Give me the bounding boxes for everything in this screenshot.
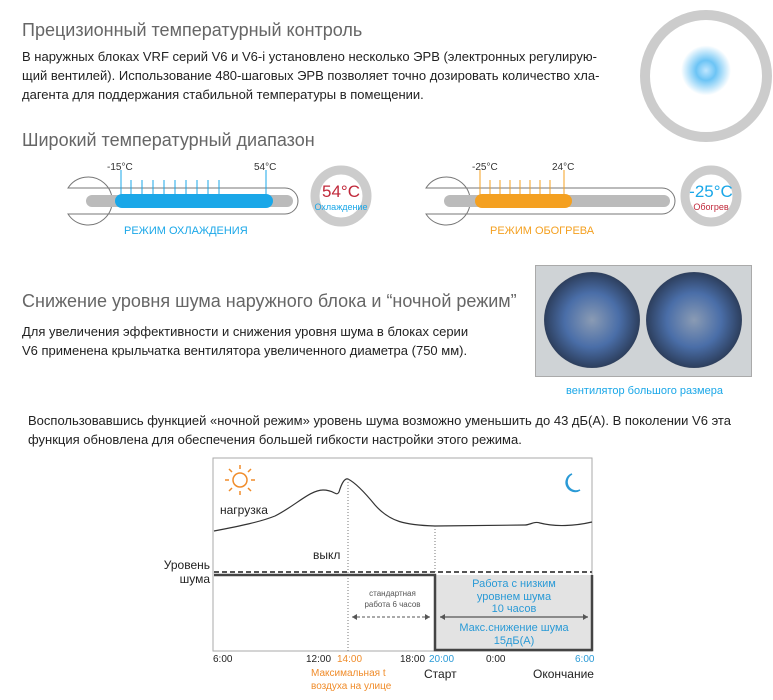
heating-mode-label: РЕЖИМ ОБОГРЕВА [490,225,595,237]
heating-thermometer [425,165,742,227]
tick-0-00: 0:00 [486,654,506,665]
heating-max: 24°C [552,162,575,173]
max-temp-line: Максимальная t [311,668,386,679]
fan-photo [535,265,752,377]
max-reduction-line: 15дБ(А) [493,634,535,647]
tick-14-00: 14:00 [337,654,363,665]
max-temperature-label: Максимальная t воздуха на улице [311,667,391,693]
low-noise-line: 10 часов [491,603,537,615]
text-line: Воспользовавшись функцией «ночной режим»… [28,413,731,428]
precision-text: В наружных блоках VRF серий V6 и V6-i ус… [22,47,599,104]
end-label: Окончание [533,667,594,681]
text-line: функция обновлена для обеспечения больше… [28,432,522,447]
max-reduction-label: Макс.снижение шума 15дБ(А) [436,622,592,647]
text-line: В наружных блоках VRF серий V6 и V6-i ус… [22,49,597,64]
section-title-noise: Снижение уровня шума наружного блока и “… [22,291,517,311]
cooling-badge-value: 54°C [322,182,360,201]
cooling-max: 54°C [254,162,277,173]
section-title-range: Широкий температурный диапазон [22,130,315,150]
text-line: щий вентилей). Использование 480-шаговых… [22,68,600,83]
cooling-min: -15°C [107,162,133,173]
text-line: дагента для поддержания стабильной темпе… [22,87,424,102]
max-temp-line: воздуха на улице [311,681,392,692]
sun-icon [225,465,255,495]
load-curve [213,478,593,532]
moon-icon [565,473,581,493]
cooling-badge-label: Охлаждение [314,202,368,212]
tick-6-00: 6:00 [213,654,233,665]
max-reduction-line: Макс.снижение шума [459,622,569,634]
tick-12-00: 12:00 [306,654,332,665]
noise-level-label: Уровень шума [150,558,210,586]
section-title-precision: Прецизионный температурный контроль [22,20,363,40]
cooling-thermometer [67,165,372,227]
tick-18-00: 18:00 [400,654,426,665]
heating-badge-value: -25°C [689,182,733,201]
night-mode-diagram [212,457,594,652]
noise-label-line: шума [179,572,210,586]
heating-badge-label: Обогрев [693,202,729,212]
standard-operation-label: стандартная работа 6 часов [355,588,430,610]
tick-6-00-end: 6:00 [575,654,595,665]
low-noise-label: Работа с низким уровнем шума 10 часов [436,578,592,616]
night-mode-text: Воспользовавшись функцией «ночной режим»… [28,411,731,449]
low-noise-line: уровнем шума [476,590,552,603]
off-label: выкл [313,548,341,562]
fan-photo-caption: вентилятор большого размера [566,385,723,397]
heating-min: -25°C [472,162,498,173]
text-line: V6 применена крыльчатка вентилятора увел… [22,343,468,358]
noise-text: Для увеличения эффективности и снижения … [22,322,468,360]
tick-20-00: 20:00 [429,654,455,665]
start-label: Старт [424,667,457,681]
cooling-mode-label: РЕЖИМ ОХЛАЖДЕНИЯ [124,225,248,237]
text-line: Для увеличения эффективности и снижения … [22,324,469,339]
standard-line: стандартная [369,589,416,598]
load-label: нагрузка [220,503,268,517]
low-noise-line: Работа с низким [472,578,556,590]
standard-line: работа 6 часов [364,600,421,609]
valve-image [640,10,772,142]
noise-label-line: Уровень [163,558,210,572]
